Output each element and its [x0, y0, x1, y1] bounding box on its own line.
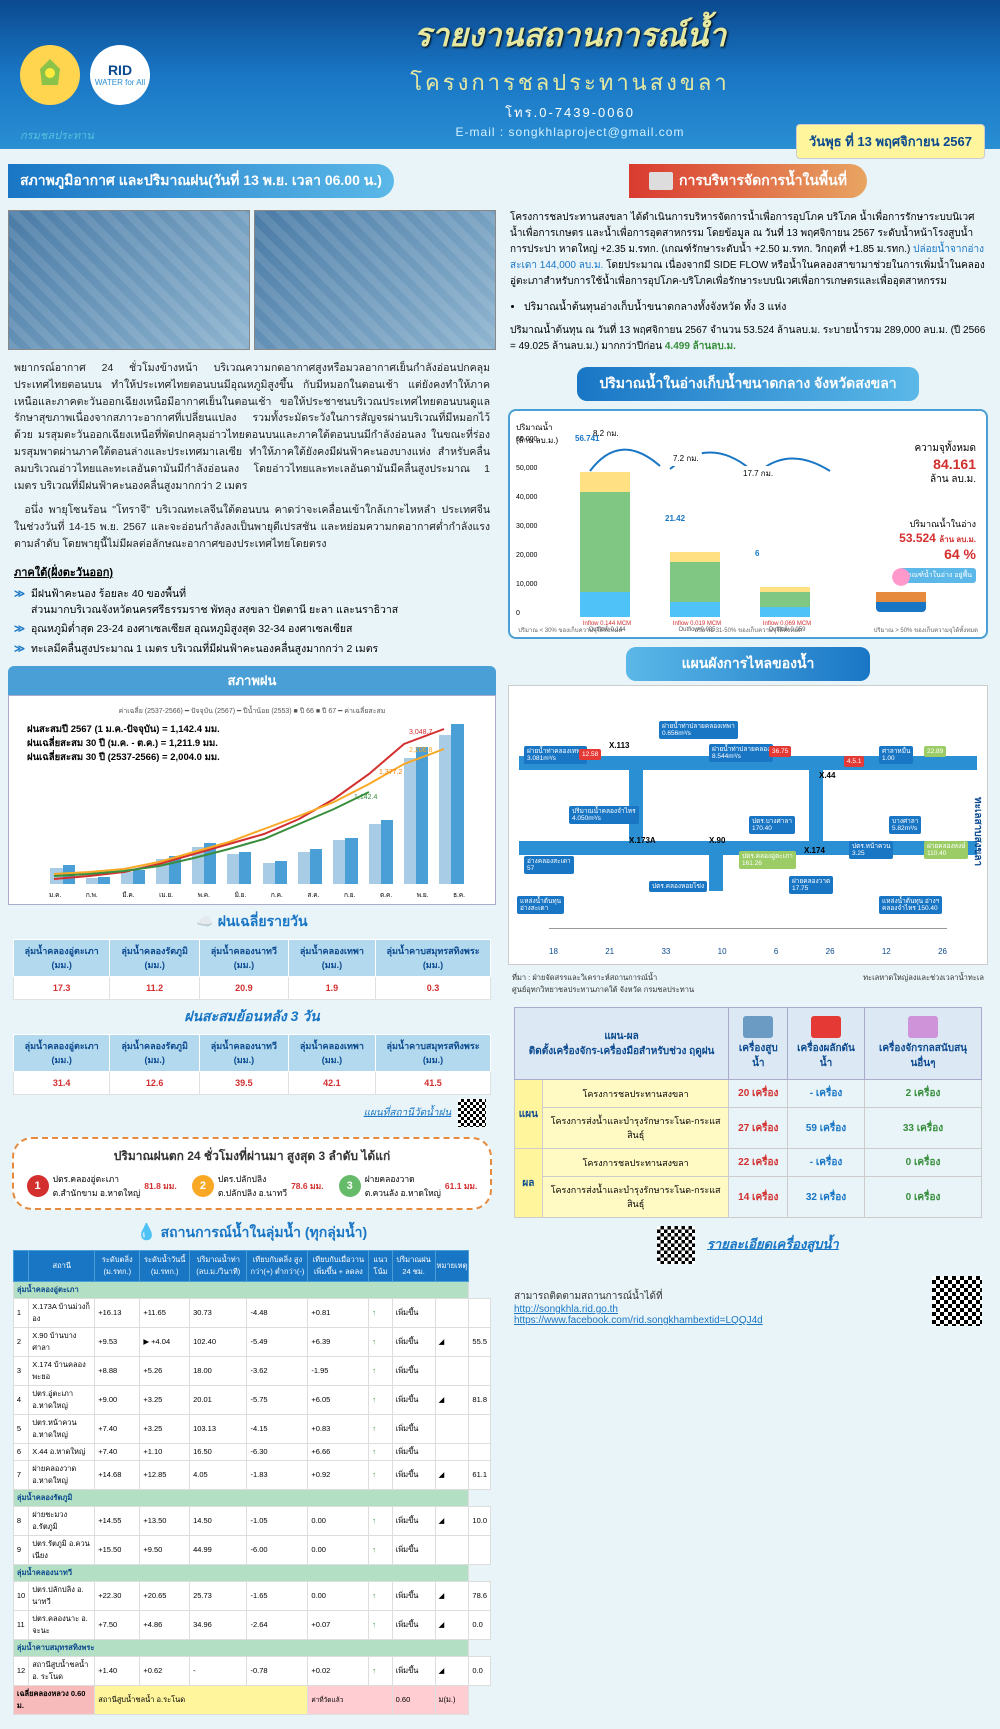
top3-item: 3ฝายคลองวาด ต.ควนลัง อ.หาดใหญ่61.1 มม.: [339, 1172, 478, 1200]
rid-logo-icon: RID WATER for All: [90, 45, 150, 105]
weather-bullet: ≫มีฝนฟ้าคะนอง ร้อยละ 40 ของพื้นที่ ส่วนม…: [8, 585, 496, 621]
basin-title: 💧 สถานการณ์น้ำในลุ่มน้ำ (ทุกลุ่มน้ำ): [8, 1216, 496, 1250]
top3-item: 1ปตร.คลองอู่ตะเภา ต.สำนักขาม อ.หาดใหญ่81…: [27, 1172, 177, 1200]
table-row: 4ปตร.อู่ตะเภา อ.หาดใหญ่+9.00+3.2520.01-5…: [13, 1385, 490, 1414]
footer-link-2[interactable]: https://www.facebook.com/rid.songkhambex…: [514, 1315, 763, 1326]
weather-bullet: ≫อุณหภูมิต่ำสุด 23-24 องศาเซลเซียส อุณหภ…: [8, 620, 496, 640]
pump-icon: [743, 1016, 773, 1038]
other-machine-icon: [908, 1016, 938, 1038]
qr-rain-map-icon: [458, 1099, 486, 1127]
rank-badge-icon: 1: [27, 1175, 49, 1197]
basin-table: สถานีระดับตลิ่ง (ม.รทก.)ระดับน้ำวันนี้ (…: [13, 1250, 491, 1715]
daily-rain-title: ☁️ ฝนเฉลี่ยรายวัน: [8, 905, 496, 939]
top3-box: ปริมาณฝนตก 24 ชั่วโมงที่ผ่านมา สูงสุด 3 …: [12, 1137, 492, 1210]
spillway-text: ปริมาณน้ำต้นทุน ณ วันที่ 13 พฤศจิกายน 25…: [504, 319, 992, 359]
report-date: วันพุธ ที่ 13 พฤศจิกายน 2567: [796, 124, 985, 159]
daily-rain-table: ลุ่มน้ำคลองอู่ตะเภา (มม.)ลุ่มน้ำคลองรัตภ…: [13, 939, 491, 1000]
reservoir-banner: ปริมาณน้ำในอ่างเก็บน้ำขนาดกลาง จังหวัดสง…: [577, 367, 919, 401]
table-row: 10ปตร.ปลักปลิง อ. นาทวี+22.30+20.6525.73…: [13, 1581, 490, 1610]
table-row: แผนโครงการชลประทานสงขลา20 เครื่อง- เครื่…: [514, 1080, 981, 1108]
table-row: 8ฝายชะมวง อ.รัตภูมิ+14.55+13.5014.50-1.0…: [13, 1506, 490, 1535]
qr-pump-icon: [657, 1226, 695, 1264]
table-row: 12สถานีสูบน้ำชลน้ำ อ. ระโนด+1.40+0.62--0…: [13, 1656, 490, 1685]
reservoir-diagram: ปริมาณน้ำ (ล้าน ลบ.ม.) 60,00050,00040,00…: [508, 409, 988, 639]
rain-chart: ค่าเฉลี่ย (2537-2566) ━ ปัจจุบัน (2567) …: [8, 695, 496, 905]
svg-text:1,142.4: 1,142.4: [354, 794, 377, 801]
table-row: โครงการส่งน้ำและบำรุงรักษาระโนด-กระแสสิน…: [514, 1108, 981, 1149]
rain-chart-title: สภาพฝน: [8, 666, 496, 695]
arrow-icon: ≫: [14, 622, 25, 638]
region-heading: ภาคใต้(ฝั่งตะวันออก): [14, 563, 496, 581]
table-row: ผลโครงการชลประทานสงขลา22 เครื่อง- เครื่อ…: [514, 1149, 981, 1177]
satellite-map-icon: [254, 210, 496, 350]
org-label: กรมชลประทาน: [20, 126, 94, 144]
person-boat-icon: [876, 562, 926, 612]
svg-text:2,206.8: 2,206.8: [409, 747, 432, 754]
dam-icon: [649, 172, 673, 190]
table-row: 7ฝายคลองวาด อ.หาดใหญ่+14.68+12.854.05-1.…: [13, 1460, 490, 1489]
table-row: 11ปตร.คลองนาะ อ. จะนะ+7.50+4.8634.96-2.6…: [13, 1610, 490, 1639]
footer-link-1[interactable]: http://songkhla.rid.go.th: [514, 1304, 763, 1315]
weather-bullet: ≫ทะเลมีคลื่นสูงประมาณ 1 เมตร บริเวณที่มี…: [8, 640, 496, 660]
footer: สามารถติดตามสถานการณ์น้ำได้ที่ http://so…: [504, 1272, 992, 1330]
rain-map-link[interactable]: แผนที่สถานีวัดน้ำฝน: [364, 1107, 452, 1118]
mgmt-banner: การบริหารจัดการน้ำในพื้นที่: [629, 164, 867, 198]
accum-rain-table: ลุ่มน้ำคลองอู่ตะเภา (มม.)ลุ่มน้ำคลองรัตภ…: [13, 1034, 491, 1095]
table-row: 9ปตร.รัตภูมิ อ.ควนเนียง+15.50+9.5044.99-…: [13, 1535, 490, 1564]
flow-diagram: ทะเลสาบสงขลา X.113X.173AX.90X.44X.174 ฝา…: [508, 685, 988, 965]
table-row: 5ปตร.หน้าควน อ.หาดใหญ่+7.40+3.25103.13-4…: [13, 1414, 490, 1443]
top3-item: 2ปตร.ปลักปลิง ต.ปลักปลิง อ.นาทวี78.6 มม.: [192, 1172, 324, 1200]
pump-detail-link[interactable]: รายละเอียดเครื่องสูบน้ำ: [707, 1236, 839, 1251]
weather-maps: [8, 210, 496, 350]
mgmt-bullet: ปริมาณน้ำต้นทุนอ่างเก็บน้ำขนาดกลางทั้งจั…: [524, 298, 972, 315]
rank-badge-icon: 3: [339, 1175, 361, 1197]
table-row: 1X.173A บ้านม่วงก็อง+16.13+11.6530.73-4.…: [13, 1298, 490, 1327]
weather-banner: สภาพภูมิอากาศ และปริมาณฝน(วันที่ 13 พ.ย.…: [8, 164, 394, 198]
rank-badge-icon: 2: [192, 1175, 214, 1197]
arrow-icon: ≫: [14, 642, 25, 658]
accum-rain-title: ฝนสะสมย้อนหลัง 3 วัน: [8, 1000, 496, 1034]
table-row: โครงการส่งน้ำและบำรุงรักษาระโนด-กระแสสิน…: [514, 1177, 981, 1218]
svg-text:3,048.7: 3,048.7: [409, 729, 432, 736]
qr-footer-icon: [932, 1276, 982, 1326]
report-header: RID WATER for All รายงานสถานการณ์น้ำ โคร…: [0, 0, 1000, 149]
svg-text:1,377.2: 1,377.2: [379, 769, 402, 776]
weather-paragraph-2: อนึ่ง พายุโซนร้อน "โทราจี" บริเวณทะเลจีน…: [8, 498, 496, 556]
table-row: 3X.174 บ้านคลองพะยอ+8.88+5.2618.00-3.62-…: [13, 1356, 490, 1385]
pressure-map-icon: [8, 210, 250, 350]
machine-table: แผน-ผล ติดตั้งเครื่องจักร-เครื่องมือสำหร…: [514, 1007, 982, 1218]
weather-paragraph-1: พยากรณ์อากาศ 24 ชั่วโมงข้างหน้า บริเวณคว…: [8, 356, 496, 498]
gov-logo-icon: [20, 45, 80, 105]
sub-title: โครงการชลประทานสงขลา: [160, 65, 980, 100]
mgmt-text: โครงการชลประทานสงขลา ได้ดำเนินการบริหารจ…: [504, 206, 992, 294]
phone-text: โทร.0-7439-0060: [160, 102, 980, 123]
main-title: รายงานสถานการณ์น้ำ: [160, 10, 980, 61]
pusher-icon: [811, 1016, 841, 1038]
table-row: 2X.90 บ้านบางศาลา+9.53▶ +4.04102.40-5.49…: [13, 1327, 490, 1356]
arrow-icon: ≫: [14, 587, 25, 603]
table-row: 6X.44 อ.หาดใหญ่+7.40+1.1016.50-6.30+6.66…: [13, 1443, 490, 1460]
flow-banner: แผนผังการไหลของน้ำ: [626, 647, 870, 681]
